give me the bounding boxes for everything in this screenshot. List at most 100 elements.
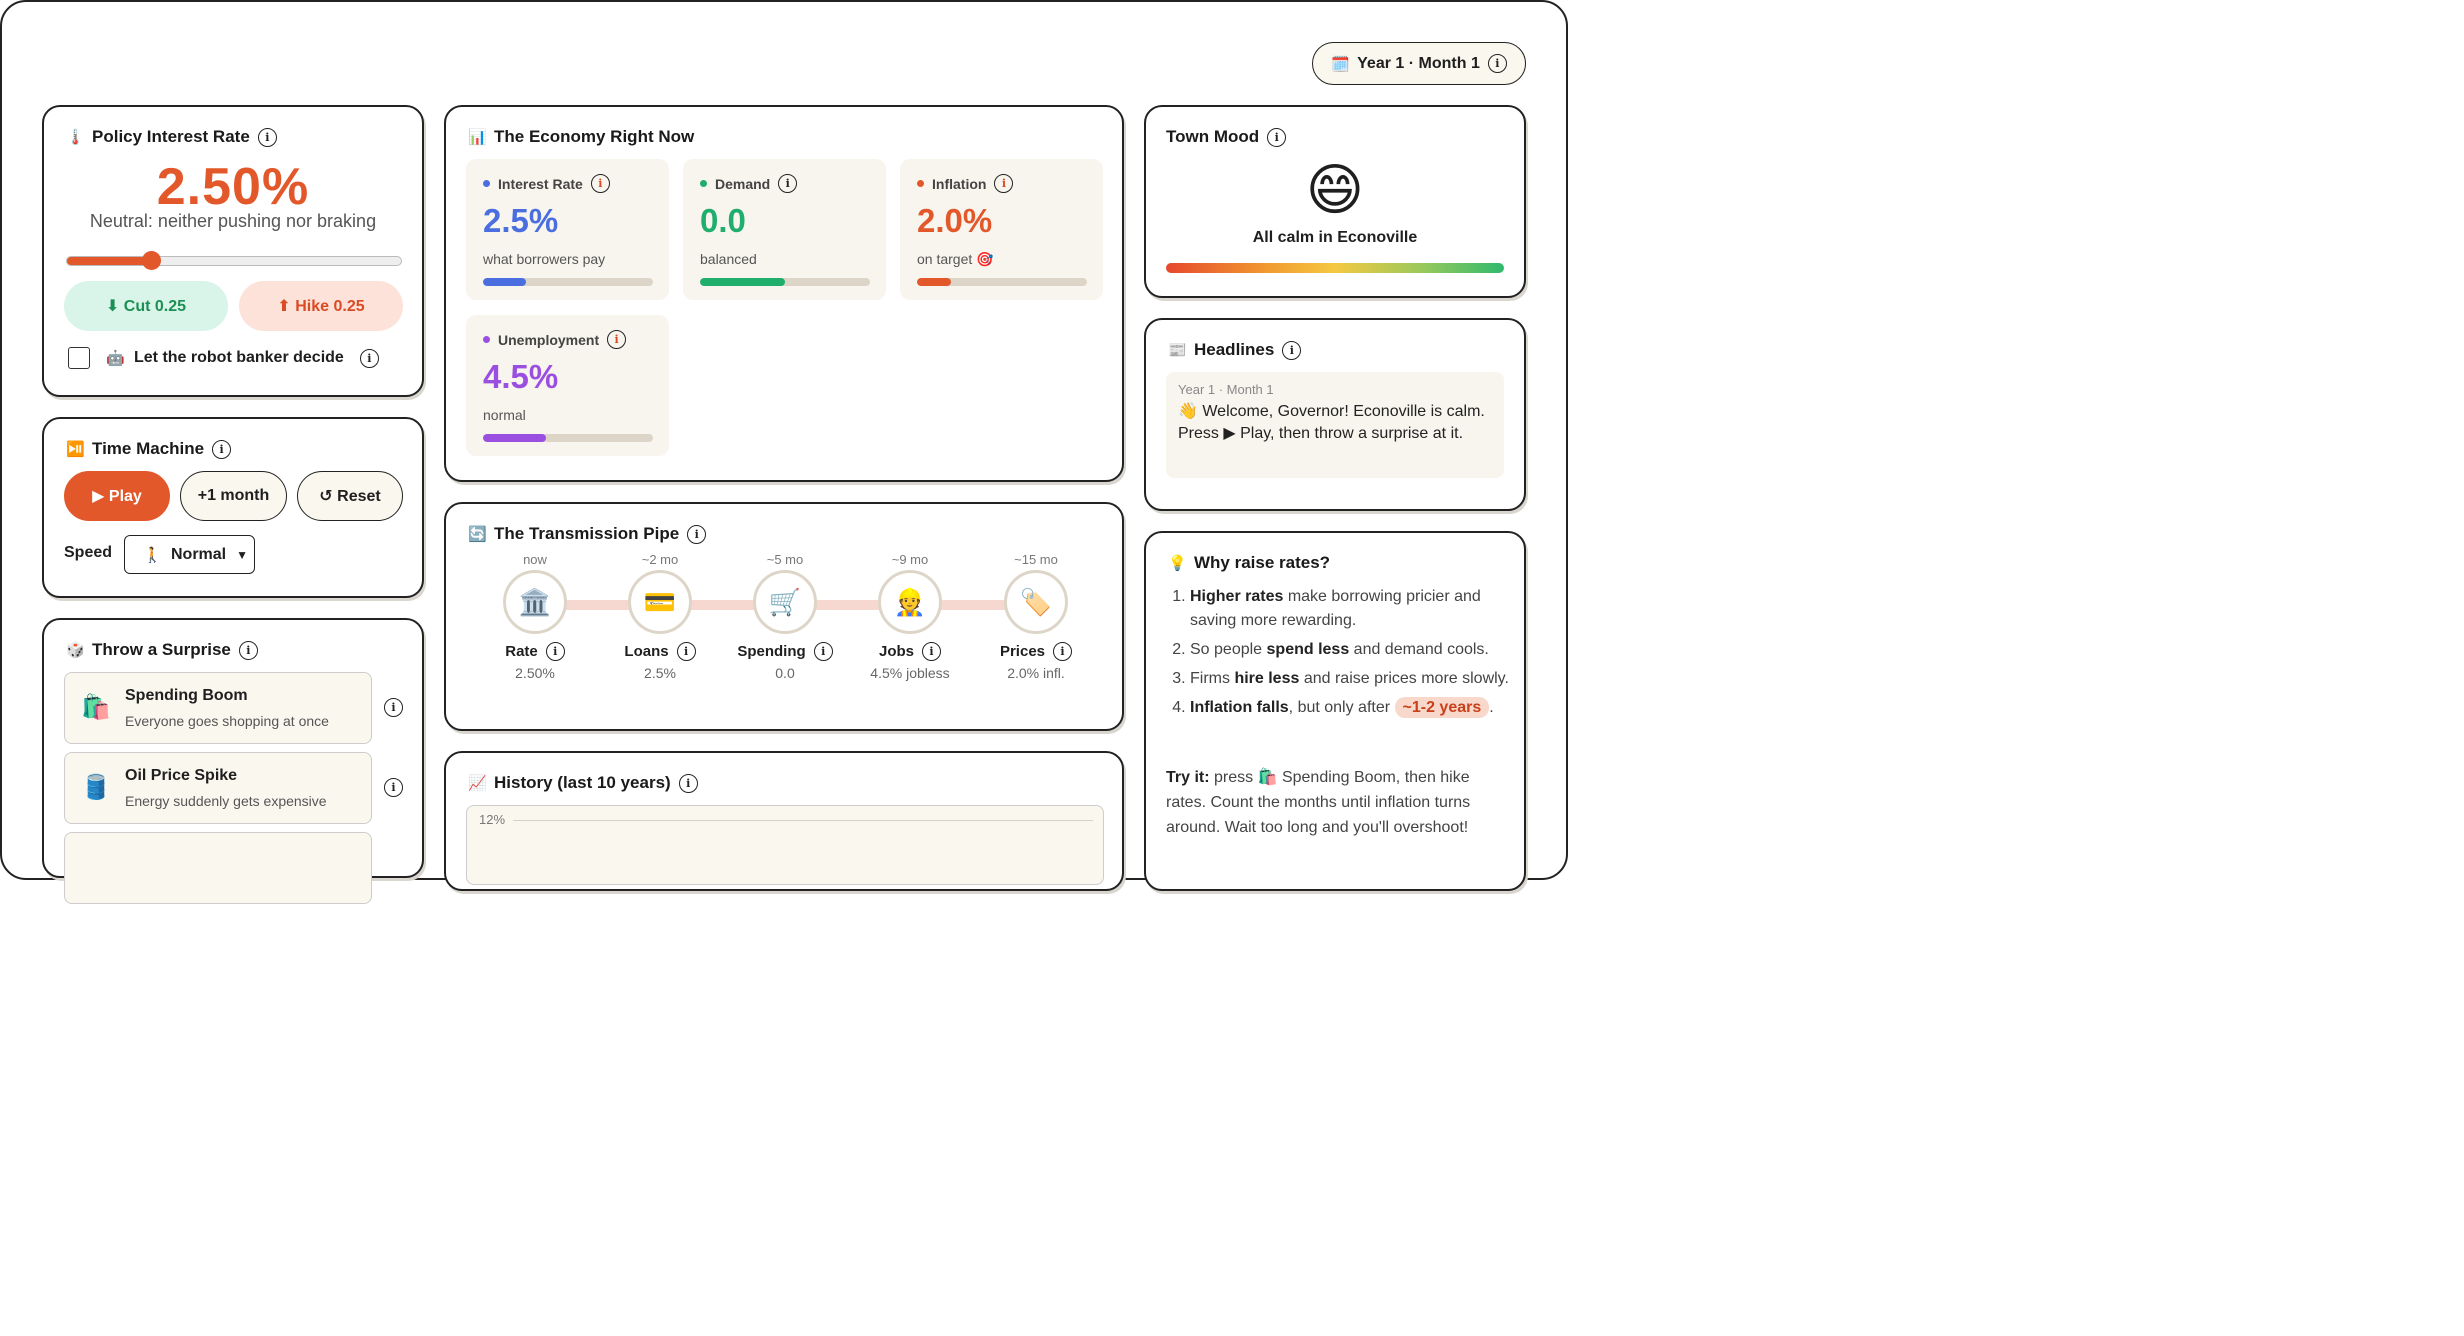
walking-person-icon: 🚶 xyxy=(143,546,162,564)
tile-level-bar xyxy=(483,434,653,442)
info-icon[interactable]: i xyxy=(359,348,379,368)
tile-demand: Demand i 0.0 balanced xyxy=(683,159,886,300)
advance-month-button[interactable]: +1 month xyxy=(180,471,287,521)
stage-lag: ~5 mo xyxy=(766,552,804,567)
surprise-title: Spending Boom xyxy=(125,687,248,704)
info-icon[interactable]: i xyxy=(545,642,565,661)
info-icon[interactable]: i xyxy=(238,640,258,660)
list-item: Inflation falls, but only after ~1-2 yea… xyxy=(1190,696,1511,720)
info-icon[interactable]: i xyxy=(687,524,707,544)
stage-name: Rate xyxy=(505,643,538,660)
stage-name: Spending xyxy=(737,643,806,660)
surprise-title: Oil Price Spike xyxy=(125,767,238,784)
robot-label: Let the robot banker decide xyxy=(134,349,344,366)
rate-slider[interactable] xyxy=(66,251,402,270)
thermometer-icon: 🌡️ xyxy=(66,129,85,146)
tile-subtitle: on target 🎯 xyxy=(917,251,994,267)
economy-card: 📊 The Economy Right Now Interest Rate i 2… xyxy=(444,105,1124,482)
tile-label: Inflation xyxy=(932,175,987,192)
info-icon[interactable]: i xyxy=(678,773,698,793)
tile-level-bar xyxy=(483,278,653,286)
headline-text: 👋 Welcome, Governor! Econoville is calm.… xyxy=(1178,403,1485,442)
info-icon[interactable]: i xyxy=(590,174,610,193)
surprise-oil-price-spike[interactable]: 🛢️ Oil Price Spike Energy suddenly gets … xyxy=(64,752,372,824)
list-item: Higher rates make borrowing pricier and … xyxy=(1190,585,1511,633)
dice-icon: 🎲 xyxy=(66,642,85,659)
info-icon[interactable]: i xyxy=(1487,54,1507,73)
time-machine-card: ⏯️ Time Machine i ▶ Play +1 month ↺ Rese… xyxy=(42,417,424,598)
play-button[interactable]: ▶ Play xyxy=(64,471,170,521)
tile-label: Interest Rate xyxy=(498,175,583,192)
tile-subtitle: normal xyxy=(483,407,526,423)
surprise-item[interactable] xyxy=(64,832,372,904)
tile-level-fill xyxy=(700,278,785,286)
shopping-bags-icon: 🛍️ xyxy=(81,694,111,721)
info-icon[interactable]: i xyxy=(384,778,403,797)
info-icon[interactable]: i xyxy=(257,127,277,147)
stage-lag: ~9 mo xyxy=(891,552,929,567)
surprise-description: Energy suddenly gets expensive xyxy=(125,793,327,809)
tile-subtitle: balanced xyxy=(700,251,757,267)
surprise-description: Everyone goes shopping at once xyxy=(125,713,329,729)
bank-icon: 🏛️ xyxy=(503,570,567,634)
chevron-down-icon: ▼ xyxy=(236,547,249,562)
headline-item: Year 1 · Month 1 👋 Welcome, Governor! Ec… xyxy=(1166,372,1504,478)
info-icon[interactable]: i xyxy=(384,698,403,717)
info-icon[interactable]: i xyxy=(607,330,627,349)
stage-value: 2.50% xyxy=(515,665,555,681)
list-item: Firms hire less and raise prices more sl… xyxy=(1190,667,1511,691)
economy-title: 📊 The Economy Right Now xyxy=(468,127,695,146)
why-steps-list: Higher rates make borrowing pricier and … xyxy=(1166,585,1511,725)
tile-level-fill xyxy=(483,278,526,286)
info-icon[interactable]: i xyxy=(1267,127,1287,147)
info-icon[interactable]: i xyxy=(813,642,833,661)
stage-lag: ~15 mo xyxy=(1014,552,1058,567)
status-dot xyxy=(483,336,490,343)
info-icon[interactable]: i xyxy=(1053,642,1073,661)
stage-spending: ~5 mo 🛒 Spending i 0.0 xyxy=(725,552,845,681)
headlines-card: 📰 Headlines i Year 1 · Month 1 👋 Welcome… xyxy=(1144,318,1526,511)
stage-value: 4.5% jobless xyxy=(870,665,950,681)
status-dot xyxy=(700,180,707,187)
policy-rate-value: 2.50% xyxy=(156,158,310,216)
tile-interest-rate: Interest Rate i 2.5% what borrowers pay xyxy=(466,159,669,300)
policy-title: 🌡️ Policy Interest Rate i xyxy=(66,127,277,147)
try-it-tip: Try it: press 🛍️ Spending Boom, then hik… xyxy=(1166,769,1471,836)
play-pause-icon: ⏯️ xyxy=(66,441,85,458)
speed-label: Speed xyxy=(64,544,113,561)
town-mood-card: Town Mood i 😄 All calm in Econoville xyxy=(1144,105,1526,298)
speed-select[interactable]: 🚶 Normal ▼ xyxy=(124,535,255,574)
robot-checkbox[interactable] xyxy=(68,347,90,369)
cycle-arrows-icon: 🔄 xyxy=(468,526,487,543)
status-dot xyxy=(917,180,924,187)
reset-button[interactable]: ↺ Reset xyxy=(297,471,403,521)
newspaper-icon: 📰 xyxy=(1168,342,1187,359)
stage-value: 2.5% xyxy=(644,665,676,681)
tile-subtitle: what borrowers pay xyxy=(483,251,606,267)
rate-slider-handle[interactable] xyxy=(141,251,161,270)
pipe-title: 🔄 The Transmission Pipe i xyxy=(468,524,707,544)
stage-name: Loans xyxy=(624,643,669,660)
calendar-icon: 🗓️ xyxy=(1331,55,1350,73)
price-tag-icon: 🏷️ xyxy=(1004,570,1068,634)
info-icon[interactable]: i xyxy=(676,642,696,661)
stage-jobs: ~9 mo 👷 Jobs i 4.5% jobless xyxy=(850,552,970,681)
tile-level-fill xyxy=(483,434,546,442)
headline-date: Year 1 · Month 1 xyxy=(1178,382,1274,397)
hike-button[interactable]: ⬆ Hike 0.25 xyxy=(239,281,403,331)
policy-card: 🌡️ Policy Interest Rate i 2.50% Neutral:… xyxy=(42,105,424,397)
robot-icon: 🤖 xyxy=(106,350,125,367)
info-icon[interactable]: i xyxy=(778,174,798,193)
info-icon[interactable]: i xyxy=(922,642,941,661)
cut-button[interactable]: ⬇ Cut 0.25 xyxy=(64,281,228,331)
line-chart-icon: 📈 xyxy=(468,775,487,792)
info-icon[interactable]: i xyxy=(212,439,232,459)
surprise-spending-boom[interactable]: 🛍️ Spending Boom Everyone goes shopping … xyxy=(64,672,372,744)
info-icon[interactable]: i xyxy=(994,174,1014,193)
tile-level-bar xyxy=(700,278,870,286)
tile-level-bar xyxy=(917,278,1087,286)
tile-value: 2.0% xyxy=(917,202,993,239)
worker-icon: 👷 xyxy=(878,570,942,634)
info-icon[interactable]: i xyxy=(1282,340,1302,360)
list-item: So people spend less and demand cools. xyxy=(1190,638,1511,662)
